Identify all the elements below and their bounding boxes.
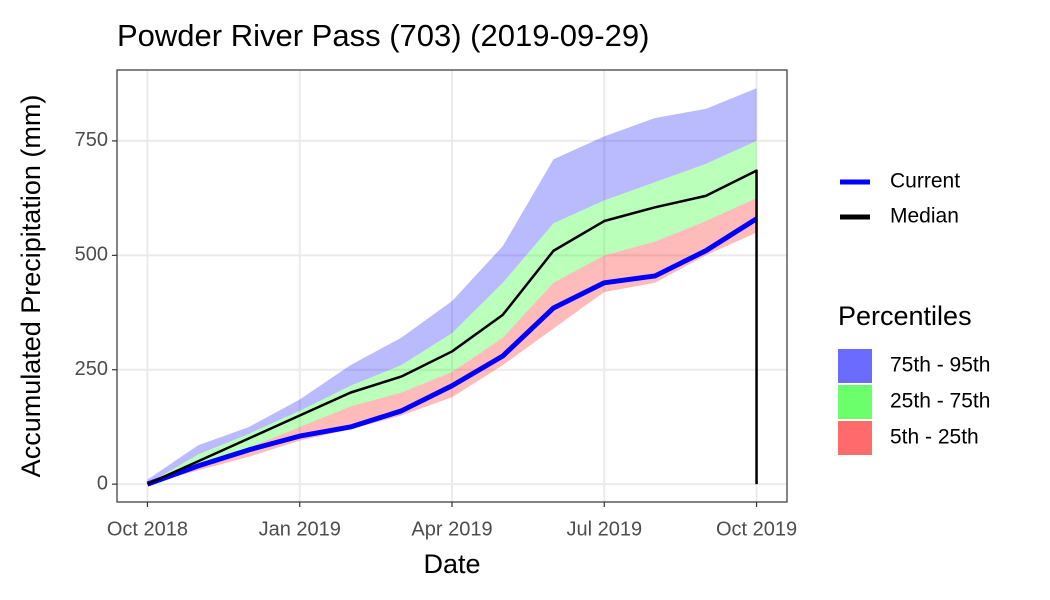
grid	[117, 70, 787, 502]
x-tick-label: Apr 2019	[411, 518, 492, 540]
y-axis-label: Accumulated Precipitation (mm)	[16, 95, 46, 478]
legend-label: Median	[890, 205, 959, 228]
legend: 75th - 95th 25th - 75th 5th - 25th Current M…	[838, 170, 990, 455]
legend-key	[838, 421, 872, 455]
x-axis-label: Date	[423, 549, 480, 579]
axes: 0 250 500 750 Oct 2018 Jan 2019 Apr 2019 Jul 20…	[75, 129, 798, 540]
x-tick-label: Oct 2019	[716, 518, 797, 540]
chart-title: Powder River Pass (703) (2019-09-29)	[117, 18, 649, 53]
y-tick-label: 250	[75, 358, 108, 380]
lines	[146, 169, 758, 487]
x-tick-label: Jul 2019	[566, 518, 642, 540]
y-tick-label: 500	[75, 244, 108, 266]
y-tick-label: 750	[75, 129, 108, 151]
series-line	[146, 169, 758, 486]
legend-key	[838, 349, 872, 383]
legend-key	[838, 385, 872, 419]
bands	[147, 88, 757, 485]
x-tick-label: Jan 2019	[259, 518, 341, 540]
x-tick-label: Oct 2018	[107, 518, 188, 540]
legend-title: Percentiles	[838, 301, 972, 331]
legend-label: 75th - 95th	[890, 354, 990, 377]
percentile-band	[147, 198, 757, 485]
percentile-band	[147, 140, 757, 485]
percentile-band	[147, 88, 757, 485]
legend-label: 5th - 25th	[890, 426, 979, 449]
y-tick-label: 0	[97, 472, 108, 494]
series-line	[146, 216, 758, 487]
legend-label: 25th - 75th	[890, 390, 990, 413]
legend-label: Current	[890, 170, 960, 193]
